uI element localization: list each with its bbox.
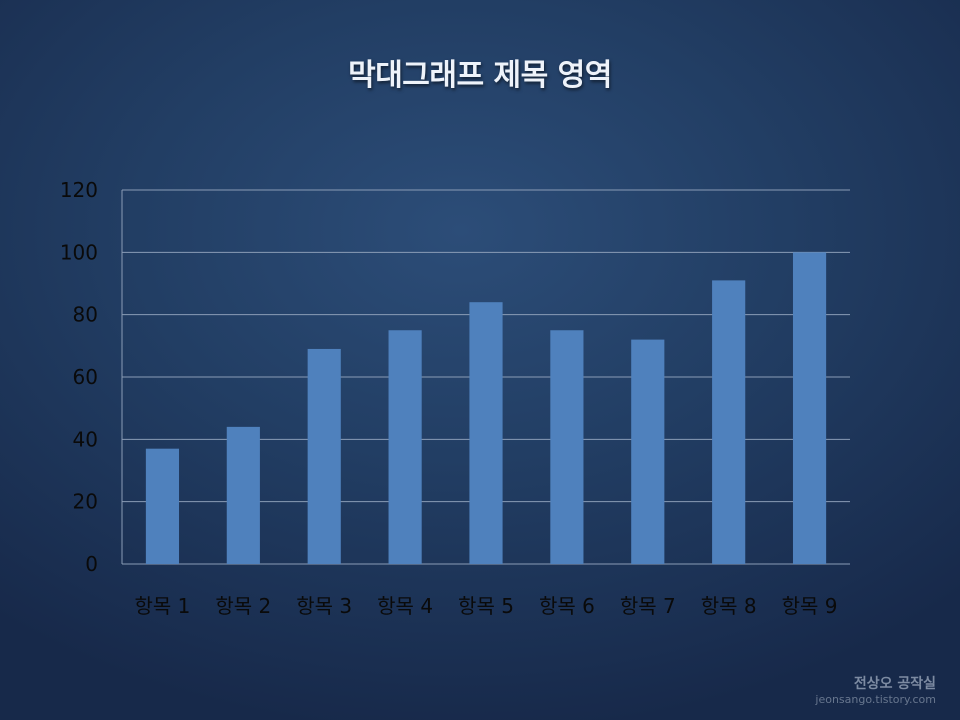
bar <box>226 426 260 564</box>
bar <box>631 339 665 564</box>
watermark-main: 전상오 공작실 <box>853 676 936 692</box>
y-tick-label: 120 <box>60 178 98 202</box>
x-tick-label: 항목 4 <box>377 594 433 618</box>
watermark: 전상오 공작실 jeonsango.tistory.com <box>815 673 936 706</box>
x-tick-label: 항목 2 <box>215 594 271 618</box>
bar <box>307 348 341 564</box>
bars <box>145 252 827 565</box>
chart-title: 막대그래프 제목 영역 <box>348 58 612 93</box>
bar <box>792 252 827 565</box>
y-axis-ticks: 0 20 40 60 80 100 120 <box>60 178 98 576</box>
x-tick-label: 항목 1 <box>134 594 190 618</box>
x-tick-label: 항목 6 <box>539 594 595 618</box>
watermark-sub: jeonsango.tistory.com <box>815 693 936 706</box>
y-tick-label: 20 <box>73 490 98 514</box>
x-tick-label: 항목 8 <box>701 594 757 618</box>
x-tick-label: 항목 7 <box>620 594 676 618</box>
y-tick-label: 40 <box>73 427 98 451</box>
bar <box>550 330 584 564</box>
bar <box>712 280 746 564</box>
y-tick-label: 0 <box>85 552 98 576</box>
y-tick-label: 100 <box>60 240 98 264</box>
bar <box>388 330 422 564</box>
bar <box>145 448 180 564</box>
y-tick-label: 80 <box>73 303 98 327</box>
x-tick-label: 항목 3 <box>296 594 352 618</box>
x-tick-label: 항목 9 <box>782 594 838 618</box>
x-tick-label: 항목 5 <box>458 594 514 618</box>
x-axis-ticks: 항목 1 항목 2 항목 3 항목 4 항목 5 항목 6 항목 7 항목 8 항목 9 <box>134 594 837 618</box>
bar <box>469 302 503 564</box>
y-tick-label: 60 <box>73 365 98 389</box>
